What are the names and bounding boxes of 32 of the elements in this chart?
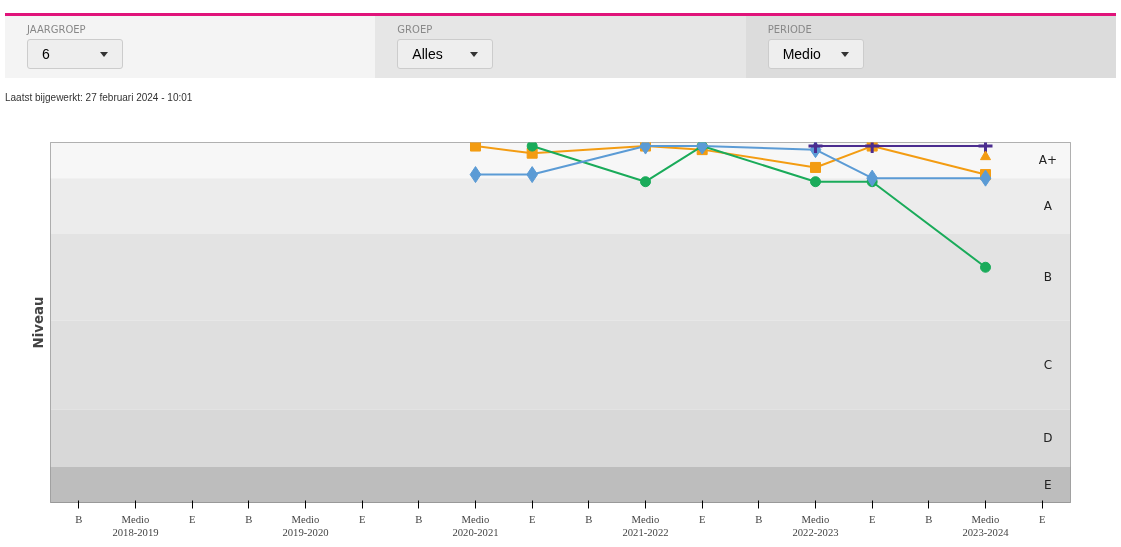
text: 6 xyxy=(27,39,123,69)
band-label: E xyxy=(1044,477,1052,492)
x-tick-label: E xyxy=(528,513,536,525)
y-axis-title: Niveau xyxy=(30,296,46,349)
x-tick-label: B xyxy=(585,513,593,525)
text: Alles xyxy=(397,39,494,69)
x-tick-label: Medio 2023-2024 xyxy=(962,513,1010,538)
text: GROEP xyxy=(397,24,434,35)
x-tick-label: E xyxy=(188,513,196,525)
x-tick-label: B xyxy=(925,513,933,525)
text: PERIODE xyxy=(767,24,813,35)
x-tick-label: Medio 2022-2023 xyxy=(792,513,839,538)
x-tick-label: Medio 2021-2022 xyxy=(622,513,669,538)
x-tick-label: Medio 2020-2021 xyxy=(452,513,499,538)
x-tick-label: B xyxy=(245,513,253,525)
x-tick-label: Medio 2019-2020 xyxy=(282,513,329,538)
x-tick-label: E xyxy=(358,513,366,525)
text: JAARGROEP xyxy=(27,24,87,35)
x-tick-label: E xyxy=(1038,513,1046,525)
x-tick-label: B xyxy=(415,513,423,525)
x-tick-label: B xyxy=(75,513,83,525)
band-label: A xyxy=(1043,198,1053,213)
text: Laatst bijgewerkt: 27 februari 2024 - 10:01 xyxy=(5,92,194,103)
band-label: A+ xyxy=(1038,153,1057,168)
band-label: C xyxy=(1043,358,1053,373)
text: Medio xyxy=(767,39,864,69)
band-label: D xyxy=(1043,431,1053,446)
x-tick-label: E xyxy=(868,513,876,525)
x-tick-label: E xyxy=(698,513,706,525)
x-tick-label: B xyxy=(755,513,763,525)
band-label: B xyxy=(1043,270,1052,285)
x-tick-label: Medio 2018-2019 xyxy=(112,513,159,538)
